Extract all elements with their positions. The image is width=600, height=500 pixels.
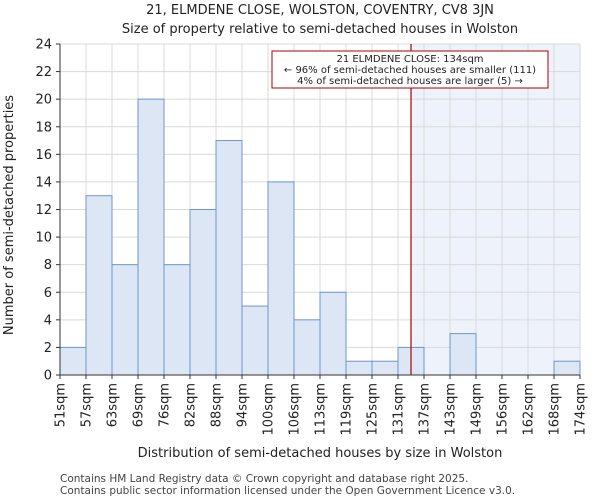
x-tick-label: 106sqm [288,383,303,436]
histogram-bar [163,264,191,376]
y-tick-label: 14 [35,175,52,190]
x-tick-label: 168sqm [548,383,563,436]
histogram-bar [137,98,165,376]
y-tick-label: 4 [44,313,52,328]
x-tick-label: 82sqm [184,383,199,427]
histogram-bar [241,305,269,376]
y-tick-label: 8 [44,258,52,273]
annotation-line-3: 4% of semi-detached houses are larger (5… [297,76,523,87]
x-tick-label: 156sqm [496,383,511,436]
x-tick-label: 76sqm [158,383,173,427]
y-tick-label: 18 [35,120,52,135]
y-tick-label: 2 [44,341,52,356]
x-tick-label: 131sqm [392,383,407,436]
histogram-bar [371,360,399,376]
x-tick-label: 94sqm [236,383,251,427]
x-tick-label: 137sqm [418,383,433,436]
x-tick-label: 149sqm [470,383,485,436]
footer-licence: Contains public sector information licen… [60,485,515,497]
histogram-bar [345,360,373,376]
y-axis-label: Number of semi-detached properties [2,95,17,335]
histogram-bar [319,291,347,376]
x-tick-label: 100sqm [262,383,277,436]
histogram-bar [85,195,113,376]
annotation-box: 21 ELMDENE CLOSE: 134sqm ← 96% of semi-d… [271,50,549,89]
x-tick-label: 119sqm [340,383,355,436]
histogram-bar [215,140,243,376]
annotation-line-2: ← 96% of semi-detached houses are smalle… [284,65,536,76]
histogram-bar [293,319,321,376]
histogram-bar [449,333,477,376]
histogram-bar [267,181,295,376]
x-axis-label: Distribution of semi-detached houses by … [138,446,503,461]
chart-title: 21, ELMDENE CLOSE, WOLSTON, COVENTRY, CV… [146,3,494,18]
x-tick-label: 174sqm [574,383,589,436]
x-tick-label: 57sqm [80,383,95,427]
annotation-line-1: 21 ELMDENE CLOSE: 134sqm [336,54,483,65]
y-tick-label: 24 [35,38,52,53]
footer-copyright: Contains HM Land Registry data © Crown c… [60,473,468,485]
x-tick-label: 162sqm [522,383,537,436]
x-tick-label: 69sqm [132,383,147,427]
y-tick-label: 20 [35,93,52,108]
y-tick-label: 6 [44,286,52,301]
x-tick-label: 113sqm [314,383,329,436]
x-tick-label: 63sqm [106,383,121,427]
x-tick-label: 125sqm [366,383,381,436]
histogram-bar [111,264,139,376]
histogram-bar [59,346,87,376]
x-tick-label: 88sqm [210,383,225,427]
y-tick-label: 0 [44,369,52,384]
histogram-bar [553,360,581,376]
x-tick-label: 51sqm [54,383,69,427]
y-tick-label: 12 [35,203,52,218]
x-tick-label: 143sqm [444,383,459,436]
y-tick-label: 16 [35,148,52,163]
histogram-bar [189,209,217,376]
y-tick-label: 10 [35,231,52,246]
y-tick-label: 22 [35,65,52,80]
chart-subtitle: Size of property relative to semi-detach… [122,22,518,37]
